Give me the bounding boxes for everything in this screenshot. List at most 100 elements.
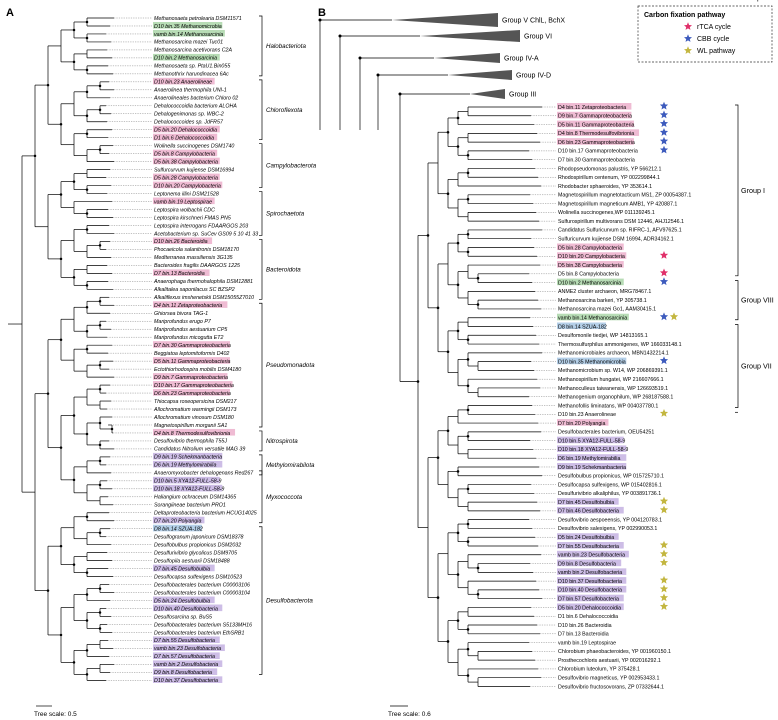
tree-a-leaf-label: D5 bin.28 Campylobacteria <box>154 175 218 181</box>
tree-b-highlight <box>557 120 634 128</box>
tree-b-leaf-label: D7 bin.45 Desulfobulbia <box>558 500 614 506</box>
legend-item-label: CBB cycle <box>697 36 729 43</box>
tree-b-leaf-label: Thermosulfurphilus ammonigenes, WP 16603… <box>558 342 682 348</box>
carbon-pathway-star-icon <box>659 549 669 558</box>
tree-a-leaf-label: Methanothrix harundinacea 6Ac <box>154 72 229 78</box>
tree-b-highlight <box>557 138 634 145</box>
tree-a-leaf-label: D9 bin.8 Desulfobacteria <box>154 670 212 676</box>
tree-b-leaf-label: D9 bin.19 Schekmanbacteria <box>558 465 626 471</box>
tree-a-highlight <box>153 476 220 484</box>
carbon-pathway-star-icon <box>659 584 669 593</box>
tree-b-leaf-label: Desulfovibrio fructosovorans, ZP 0733264… <box>558 684 664 690</box>
tree-b-leaf-label: Desulfurivibrio alkaliphilus, YP 0038917… <box>558 491 661 497</box>
tree-b-leaf-label: Magnetospirillum magneticum AMB1, YP 420… <box>558 201 677 207</box>
tree-a-leaf-label: D7 bin.57 Desulfobacteria <box>154 654 215 660</box>
tree-a-leaf-label: Methanosaeta petrolearia DSM11571 <box>154 16 242 22</box>
tree-b-group-bracket <box>735 104 739 277</box>
tree-b-highlight <box>557 603 624 611</box>
tree-a-leaf-label: vamb bin.19 Leptospirae <box>154 199 212 205</box>
tree-b-leaf-label: vamb bin.2 Desulfobacteria <box>558 570 622 576</box>
carbon-pathway-star-icon <box>659 250 669 259</box>
tree-a-leaf-label: D5 bin.24 Desulfobulbia <box>154 598 210 604</box>
tree-a-leaf-label: Mariprofundus micogutta ET2 <box>154 335 224 341</box>
carbon-pathway-star-icon <box>669 312 679 321</box>
collapsed-clade-label: Group VI <box>524 34 552 41</box>
carbon-pathway-star-icon <box>659 101 669 110</box>
tree-b-leaf-label: D7 bin.57 Desulfobacteria <box>558 596 619 602</box>
tree-a-leaf-label: Allochromatium warmingii DSM173 <box>153 407 236 413</box>
tree-a-highlight <box>153 381 233 388</box>
tree-a-highlight <box>153 53 220 61</box>
tree-a-highlight <box>153 357 230 364</box>
carbon-pathway-star-icon <box>659 110 669 119</box>
tree-a-highlight <box>153 676 223 683</box>
tree-a-highlight <box>153 173 220 181</box>
scale-bar-a-label: Tree scale: 0.5 <box>34 711 77 718</box>
tree-b-leaf-label: Methanomicrobiales archaeon, MBN1432214.… <box>558 351 669 357</box>
tree-b-leaf-label: D9 bin.7 Gammaproteobacteria <box>558 114 632 120</box>
tree-a-clade-label: Pseudomonadota <box>266 362 315 369</box>
tree-a-leaf-label: Magnetospirillum morganii SA1 <box>154 423 227 429</box>
collapsed-clade-triangle <box>448 70 512 80</box>
tree-a-leaf-label: vamb bin.23 Desulfobacteria <box>154 646 221 652</box>
tree-b-highlight <box>557 594 624 602</box>
tree-b-highlight <box>557 322 606 330</box>
tree-b-leaf-label: Wolinella succinogenes,WP 011139245.1 <box>558 210 655 216</box>
tree-b-highlight <box>557 313 629 321</box>
tree-b-support-node <box>338 34 342 38</box>
tree-a-leaf-label: D7 bin.55 Desulfobacteria <box>154 638 215 644</box>
tree-a-leaf-label: vamb bin.2 Desulfobacteria <box>154 662 218 668</box>
tree-a-leaf-label: Desulfurivibrio glycolicus DSM9705 <box>154 550 237 556</box>
tree-a-highlight <box>153 652 220 659</box>
tree-a-highlight <box>153 644 225 652</box>
tree-a-leaf-label: D6 bin.23 Gammaproteobacteria <box>154 391 231 397</box>
tree-a-leaf-label: Anaerolinea thermophila UNI-1 <box>153 88 227 94</box>
tree-a-highlight <box>153 133 218 141</box>
tree-a-leaf-label: D10 bin.2 Methanosarcinia <box>154 56 217 62</box>
tree-b-leaf-label: D1 bin.6 Dehalococcoidia <box>558 614 618 620</box>
tree-a-leaf-label: D7 bin.13 Bacteroidia <box>154 271 205 277</box>
tree-b-leaf-label: Methanospirillum hungatei, WP 216607666.… <box>558 377 664 383</box>
tree-b-highlight <box>557 103 632 110</box>
tree-a-leaf-label: Leptonema illini DSM21528 <box>154 191 219 197</box>
tree-b-leaf-label: D4 bin.8 Thermodesulfovibrionia <box>558 131 634 137</box>
tree-b-leaf-label: D10 bin.40 Desulfobacteria <box>558 588 622 594</box>
carbon-pathway-star-icon <box>659 558 669 567</box>
tree-a-leaf-label: Thiocapsa roseopersicina DSM217 <box>154 399 237 405</box>
tree-b-leaf-label: ANME2 cluster archaeon, MRG78467.1 <box>558 289 651 295</box>
legend-item-label: WL pathway <box>697 48 736 55</box>
tree-a-clade-label: Chloroflexota <box>266 107 303 114</box>
carbon-pathway-star-icon <box>659 136 669 145</box>
tree-b-leaf-label: Rhodopseudomonas palustris, YP 566212.1 <box>558 166 662 172</box>
carbon-pathway-star-icon <box>659 593 669 602</box>
tree-b-group-label: Group VII <box>741 362 772 371</box>
carbon-pathway-star-icon <box>659 575 669 584</box>
tree-a-leaf-label: Acetobacterium sp. SuCev GS09 5 10 41 33 <box>153 231 258 237</box>
tree-a-leaf-label: D10 bin.5 XYA12-FULL-58-9 <box>154 479 221 485</box>
tree-b-leaf-label: Methanosarcina barkeri, YP 305738.1 <box>558 298 647 304</box>
tree-a-leaf-label: Desulfopila aestuarii DSM18488 <box>154 558 230 564</box>
tree-b-highlight <box>557 419 609 426</box>
tree-b-leaf-label: vamb bin.23 Desulfobacteria <box>558 553 625 559</box>
tree-a-leaf-label: D10 bin.20 Campylobacteria <box>154 183 221 189</box>
tree-a-leaf-label: Desulfobacterales bacterium S5133MH16 <box>154 622 252 628</box>
tree-a-highlight <box>153 636 220 644</box>
tree-a-highlight <box>153 524 202 532</box>
tree-a-leaf-label: D10 bin.18 XYA12-FULL-58-9 <box>154 487 224 493</box>
tree-a-highlight <box>153 660 223 667</box>
tree-b-leaf-label: D8 bin.14 SZUA-182 <box>558 324 607 330</box>
tree-b-leaf-label: Desulfocapsa sulfexigens, WP 015402816.1 <box>558 482 662 488</box>
tree-b-leaf-label: D5 bin.20 Dehalococcoidia <box>558 605 621 611</box>
tree-b-support-node <box>318 18 322 22</box>
tree-b-leaf-label: D10 bin.18 XYA12-FULL-58-9 <box>558 447 628 453</box>
tree-a-leaf-label: Mariprofundus erugo P7 <box>154 319 212 325</box>
tree-a-clade-bracket <box>259 302 263 428</box>
carbon-pathway-star-icon <box>659 409 669 417</box>
tree-b-leaf-label: vamb bin.19 Leptospirae <box>558 640 616 646</box>
tree-b-leaf-label: D10 bin.35 Methanomicrobia <box>558 359 626 365</box>
tree-b-leaf-label: D10 bin.2 Methanosarcinia <box>558 280 621 286</box>
tree-b-leaf-label: D5 bin.28 Campylobacteria <box>558 245 622 251</box>
tree-b-highlight <box>557 577 627 584</box>
tree-a-clade-label: Myxococcota <box>266 494 303 501</box>
tree-a-leaf-label: Sulfurcurvum kujiense DSM16994 <box>154 167 234 173</box>
